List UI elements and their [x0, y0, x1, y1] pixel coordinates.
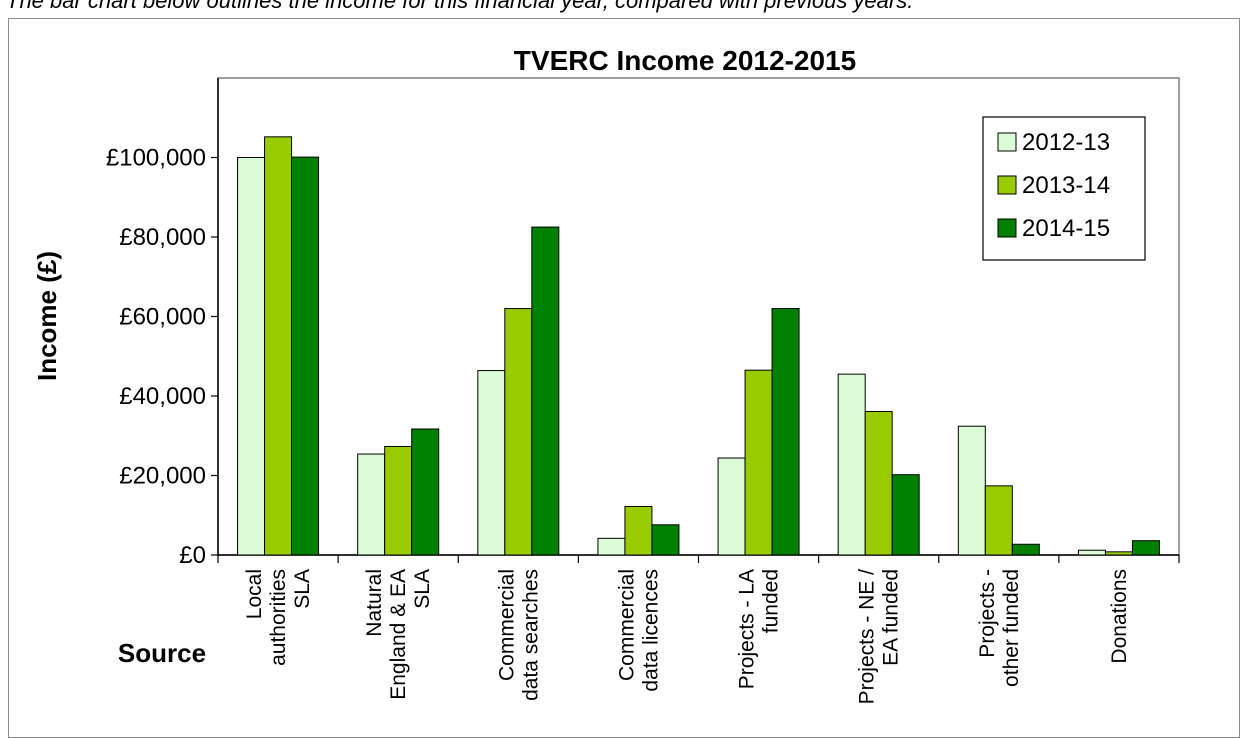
legend-label-2014-15: 2014-15: [1022, 215, 1110, 242]
category-label: SLA: [411, 569, 434, 609]
bar-2012-13-3: [597, 537, 626, 556]
bar-2013-14-0: [264, 136, 293, 556]
category-label: England & EA: [387, 569, 410, 700]
y-tick-label: £40,000: [119, 383, 206, 410]
category-label: data searches: [519, 569, 542, 701]
bar-2014-15-3: [651, 524, 680, 556]
category-label: Projects -: [976, 569, 999, 658]
bar-2014-15-6: [1011, 543, 1040, 556]
bar-2012-13-6: [957, 425, 986, 556]
category-labels: Local authorities SLA Natural England & EA SL…: [243, 569, 1131, 705]
intro-text: The bar chart below outlines the income …: [6, 0, 914, 13]
category-label: data licences: [639, 569, 662, 692]
category-label: Donations: [1108, 569, 1131, 664]
legend-swatch-2012-13: [997, 132, 1017, 152]
bar-2013-14-3: [624, 506, 653, 556]
bar-2013-14-1: [384, 445, 413, 556]
bar-2013-14-5: [864, 411, 893, 556]
bar-2013-14-7: [1104, 551, 1133, 556]
y-tick-label: £80,000: [119, 224, 206, 251]
y-tick-label: £60,000: [119, 304, 206, 331]
bar-2014-15-5: [891, 474, 920, 556]
legend-label-2013-14: 2013-14: [1022, 172, 1110, 199]
category-label: Projects - LA: [736, 569, 759, 689]
bar-2013-14-2: [504, 308, 533, 556]
category-label: authorities: [267, 569, 290, 666]
category-label: funded: [760, 569, 783, 633]
y-tick-label: £20,000: [119, 463, 206, 490]
bar-2013-14-4: [744, 369, 773, 556]
x-axis-label: Source: [118, 638, 206, 668]
bar-2014-15-1: [411, 428, 440, 556]
category-label: SLA: [291, 569, 314, 609]
bar-2013-14-6: [984, 485, 1013, 556]
x-axis: [217, 554, 1180, 563]
category-label: Commercial: [615, 569, 638, 681]
y-tick-label: £0: [179, 542, 206, 569]
category-label: other funded: [1000, 569, 1023, 687]
bar-2012-13-0: [237, 157, 266, 556]
bar-2012-13-2: [477, 370, 506, 556]
bar-2012-13-4: [717, 457, 746, 556]
bar-2014-15-0: [291, 156, 320, 556]
category-label: EA funded: [880, 569, 903, 666]
bar-2012-13-1: [357, 453, 386, 556]
y-axis: £0 £20,000 £40,000 £60,000 £80,000 £100,000: [106, 78, 219, 569]
bar-2014-15-7: [1131, 540, 1160, 556]
legend-swatch-2013-14: [997, 175, 1017, 195]
legend-swatch-2014-15: [997, 218, 1017, 238]
bars: [237, 136, 1160, 556]
category-label: Commercial: [495, 569, 518, 681]
income-bar-chart: TVERC Income 2012-2015 £0£20,000£40,000£…: [32, 45, 1180, 705]
y-tick-label: £100,000: [106, 145, 206, 172]
chart-title: TVERC Income 2012-2015: [514, 45, 856, 76]
bar-2014-15-2: [531, 226, 560, 556]
bar-2012-13-7: [1077, 549, 1106, 556]
category-label: Natural: [363, 569, 386, 637]
legend-items: 2012-13 2013-14 2014-15: [997, 129, 1110, 242]
legend: 2012-13 2013-14 2014-15: [982, 116, 1146, 261]
y-axis-label: Income (£): [32, 251, 62, 381]
category-label: Projects - NE /: [856, 569, 879, 705]
category-label: Local: [243, 569, 266, 619]
bar-2014-15-4: [771, 308, 800, 556]
legend-label-2012-13: 2012-13: [1022, 129, 1110, 156]
bar-2012-13-5: [837, 373, 866, 556]
